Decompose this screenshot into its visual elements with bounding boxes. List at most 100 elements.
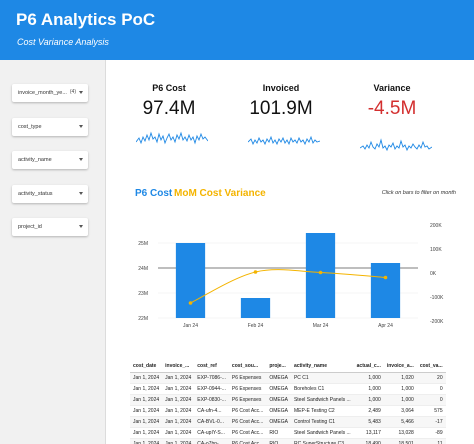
table-header-row: cost_date invoice_... cost_ref cost_sou... p… (130, 360, 446, 373)
table-cell: OMEGA (266, 383, 291, 395)
table-cell: 18,501 (383, 438, 417, 444)
table-cell: 5,466 (383, 416, 417, 428)
kpi-value: 97.4M (142, 98, 196, 119)
table-cell: RIO (266, 427, 291, 439)
table-cell: EXP-7086-... (194, 372, 229, 384)
column-header[interactable]: proje... (266, 360, 291, 373)
kpi-value: -4.5M (367, 98, 417, 119)
sparkline-line (248, 135, 320, 146)
table-cell: RIO (266, 438, 291, 444)
sparkline-line (360, 138, 432, 152)
kpi-label: Variance (373, 83, 411, 93)
x-tick-label: Jan 24 (183, 323, 198, 329)
table-cell: RC SuperStructure C3 (290, 438, 354, 444)
variance-point (253, 270, 258, 274)
right-tick-label: 200K (430, 223, 442, 229)
table-cell: Jan 1, 2024 (130, 383, 163, 395)
app-header: P6 Analytics PoC Cost Variance Analysis (0, 0, 474, 60)
table-cell: Jan 1, 2024 (162, 394, 195, 406)
chart-bar[interactable] (175, 243, 206, 318)
chart-right-axis: 200K 100K 0K -100K -200K (430, 223, 444, 325)
table-cell: Steel Sandwich Panels ... (290, 394, 354, 406)
chart-variance-line (188, 269, 388, 305)
table-cell: Jan 1, 2024 (162, 372, 195, 384)
filter-activity-name-dropdown[interactable]: activity_name (12, 151, 88, 169)
chevron-down-icon (79, 158, 83, 161)
table-cell: 1,000 (353, 372, 384, 384)
table-cell: 2,489 (353, 405, 384, 417)
variance-point (383, 275, 388, 280)
table-cell: Jan 1, 2024 (162, 405, 195, 417)
table-row: Jan 1, 2024 Jan 1, 2024 EXP-0944-... P6 Exp… (130, 383, 446, 395)
table-cell: 1,000 (353, 383, 384, 395)
table-cell: -17 (416, 416, 446, 428)
sparkline-line (136, 131, 208, 145)
table-row: Jan 1, 2024 Jan 1, 2024 CA-ufn-4... P6 Cost… (130, 405, 446, 417)
column-header[interactable]: cost_date (130, 360, 163, 373)
table-row: Jan 1, 2024 Jan 1, 2024 CA-upIY-S... P6 Cos… (130, 427, 446, 439)
table-cell: Jan 1, 2024 (162, 427, 195, 439)
table-cell: P6 Cost Acc... (228, 438, 267, 444)
table-body: Jan 1, 2024 Jan 1, 2024 EXP-7086-... P6 Exp… (130, 372, 446, 444)
table-cell: Jan 1, 2024 (130, 438, 163, 444)
sparkline-invoiced (248, 135, 320, 146)
left-tick-label: 22M (138, 316, 148, 322)
chart-x-axis: Jan 24 Feb 24 Mar 24 Apr 24 (183, 323, 393, 329)
x-tick-label: Apr 24 (378, 323, 393, 329)
kpi-label: P6 Cost (152, 83, 186, 93)
chart-bar[interactable] (370, 263, 401, 318)
chart-bars (175, 233, 401, 318)
table-cell: 1,000 (353, 394, 384, 406)
table-cell: 13,117 (353, 427, 384, 439)
table-cell: EXP-0944-... (194, 383, 229, 395)
table-cell: Jan 1, 2024 (130, 416, 163, 428)
left-tick-label: 25M (138, 241, 148, 247)
filter-invoice-month-dropdown[interactable]: invoice_month_ye... (4) (12, 84, 88, 102)
table-cell: Jan 1, 2024 (162, 438, 195, 444)
table-row: Jan 1, 2024 Jan 1, 2024 EXP-0830-... P6 Exp… (130, 394, 446, 406)
filter-label: activity_name (18, 157, 52, 163)
variance-point (318, 270, 323, 275)
chart-bar[interactable] (240, 298, 271, 318)
table-row: Jan 1, 2024 Jan 1, 2024 EXP-7086-... P6 Exp… (130, 372, 446, 384)
filter-activity-status-dropdown[interactable]: activity_status (12, 185, 88, 203)
table-cell: 18,490 (353, 438, 384, 444)
table-cell: Jan 1, 2024 (130, 405, 163, 417)
table-cell: 11 (416, 438, 446, 444)
table-cell: 20 (416, 372, 446, 384)
table-row: Jan 1, 2024 Jan 1, 2024 CA-o7bn-... P6 Cost… (130, 438, 446, 444)
kpi-invoiced: Invoiced 101.9M (231, 83, 331, 120)
column-header[interactable]: invoice_a... (383, 360, 417, 373)
kpi-p6-cost: P6 Cost 97.4M (119, 83, 219, 120)
column-header[interactable]: cost_va... (416, 360, 446, 373)
table-cell: P6 Cost Acc... (228, 416, 267, 428)
chart-left-axis: 22M 23M 24M 25M (138, 241, 148, 322)
cost-data-table: cost_date invoice_... cost_ref cost_sou... p… (130, 360, 446, 444)
table-cell: Jan 1, 2024 (130, 394, 163, 406)
table-cell: P6 Expenses (228, 372, 267, 384)
table-cell: 13,028 (383, 427, 417, 439)
chart-bar[interactable] (305, 233, 336, 318)
table-cell: Jan 1, 2024 (162, 416, 195, 428)
filter-label: invoice_month_ye... (18, 90, 67, 96)
filter-label: project_id (18, 224, 42, 230)
x-tick-label: Mar 24 (313, 323, 329, 329)
table-cell: Jan 1, 2024 (130, 427, 163, 439)
table-cell: 5,483 (353, 416, 384, 428)
sparkline-p6-cost (136, 131, 208, 145)
chevron-down-icon (79, 192, 83, 195)
table-cell: 0 (416, 394, 446, 406)
column-header[interactable]: activity_name (290, 360, 354, 373)
table-cell: P6 Cost Acc... (228, 405, 267, 417)
app-title: P6 Analytics PoC (16, 10, 156, 29)
column-header[interactable]: actual_c... (353, 360, 384, 373)
app-subtitle: Cost Variance Analysis (17, 37, 109, 47)
column-header[interactable]: cost_sou... (228, 360, 267, 373)
table-cell: PC C1 (290, 372, 354, 384)
filter-cost-type-dropdown[interactable]: cost_type (12, 118, 88, 136)
column-header[interactable]: cost_ref (194, 360, 229, 373)
filter-project-id-dropdown[interactable]: project_id (12, 218, 88, 236)
filter-selected-count: (4) (69, 89, 76, 95)
column-header[interactable]: invoice_... (162, 360, 195, 373)
table-cell: 575 (416, 405, 446, 417)
